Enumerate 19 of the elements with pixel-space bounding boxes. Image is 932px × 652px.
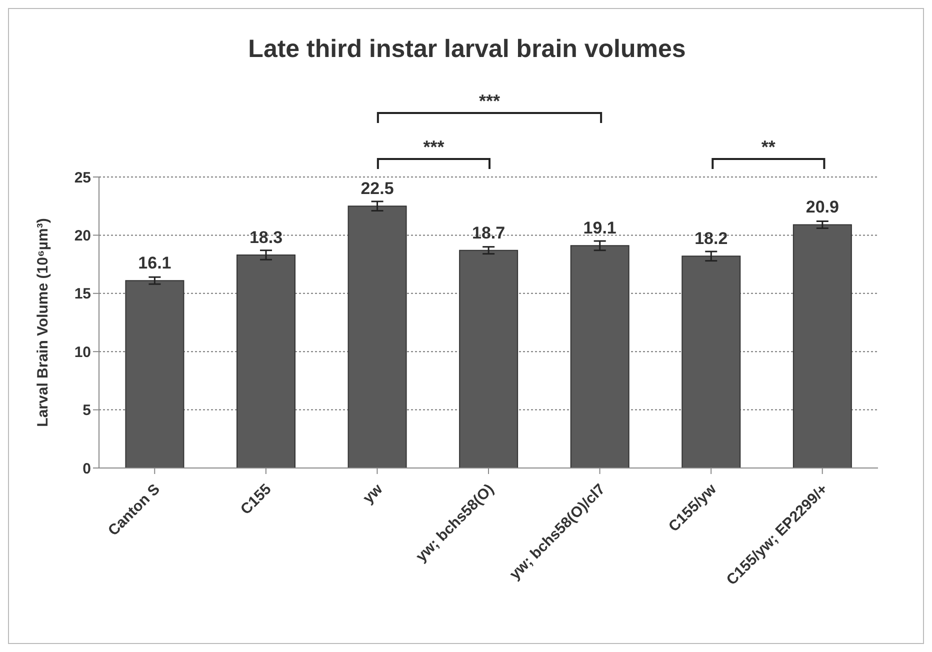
y-tick-label: 25 xyxy=(74,169,91,186)
data-label: 22.5 xyxy=(360,179,394,198)
y-tick-label: 10 xyxy=(74,344,91,361)
data-label: 18.7 xyxy=(472,223,506,242)
y-axis-title: Larval Brain Volume (10⁶µm³) xyxy=(34,218,52,427)
data-label: 16.1 xyxy=(138,254,172,273)
text: *** xyxy=(478,91,500,111)
chart-title: Late third instar larval brain volumes xyxy=(247,35,687,64)
data-label: 20.9 xyxy=(806,198,839,217)
y-tick-label: 0 xyxy=(82,460,91,478)
y-tick-label: 5 xyxy=(82,402,91,420)
data-label: 18.3 xyxy=(249,228,283,247)
data-label: 19.1 xyxy=(583,218,616,238)
y-tick-label: 15 xyxy=(74,286,91,303)
text: ** xyxy=(761,137,776,157)
y-tick-label: 20 xyxy=(74,228,91,245)
text: *** xyxy=(423,137,444,157)
data-label: 18.2 xyxy=(694,229,728,248)
x-tick-label: yw xyxy=(360,480,386,507)
